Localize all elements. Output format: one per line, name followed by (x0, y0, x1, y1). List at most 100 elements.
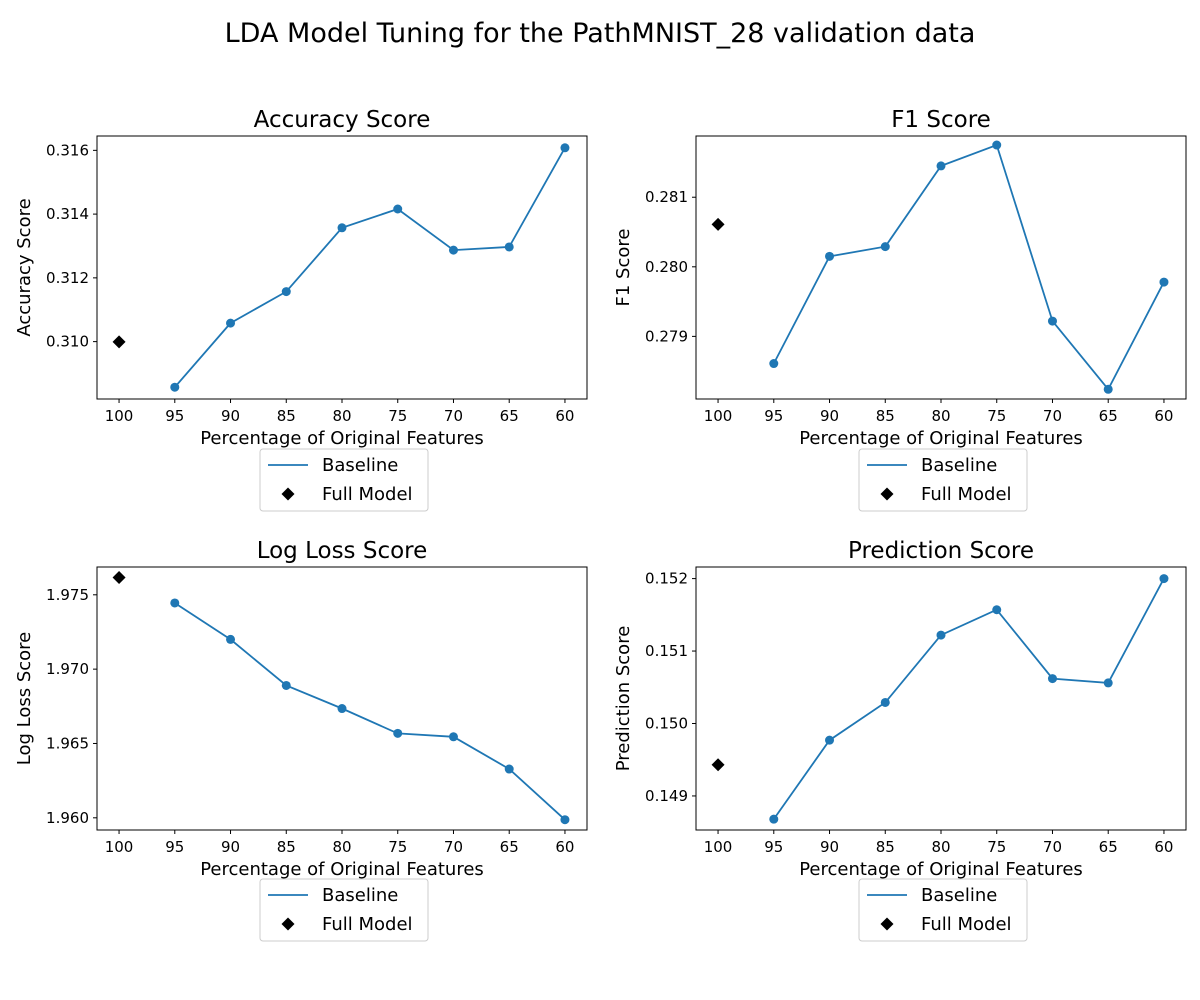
accuracy-legend: Baseline Full Model (259, 448, 429, 512)
f1-baseline-point (1159, 277, 1169, 287)
y-tick-label: 1.970 (46, 660, 89, 678)
y-tick-label: 0.316 (46, 141, 89, 159)
x-tick-label: 80 (931, 838, 950, 856)
legend-baseline-label: Baseline (322, 885, 398, 906)
x-tick-label: 60 (1154, 838, 1173, 856)
log-loss-baseline-point (226, 634, 236, 644)
f1-x-axis-label: Percentage of Original Features (799, 428, 1083, 449)
prediction-y-axis-label: Prediction Score (613, 626, 634, 772)
legend-baseline-label: Baseline (921, 455, 997, 476)
x-tick-label: 60 (555, 838, 574, 856)
legend-full-model-swatch (880, 487, 894, 501)
accuracy-baseline-line (174, 147, 566, 388)
prediction-baseline-point (880, 697, 890, 707)
log-loss-baseline-line (174, 602, 566, 821)
f1-legend: Baseline Full Model (858, 448, 1028, 512)
x-tick-label: 65 (500, 838, 519, 856)
prediction-baseline-point (769, 814, 779, 824)
accuracy-y-axis-label: Accuracy Score (14, 198, 35, 336)
log-loss-baseline-point (504, 764, 514, 774)
accuracy-x-axis-label: Percentage of Original Features (200, 428, 484, 449)
x-tick-label: 70 (444, 838, 463, 856)
f1-chart-title: F1 Score (891, 107, 991, 133)
f1-baseline-point (992, 140, 1002, 150)
y-tick-label: 0.280 (645, 258, 688, 276)
accuracy-plot-frame (96, 135, 588, 400)
log-loss-baseline-point (393, 728, 403, 738)
y-tick-label: 0.279 (645, 327, 688, 345)
log-loss-baseline-point (281, 680, 291, 690)
log-loss-plot-frame (96, 566, 588, 831)
accuracy-baseline-point (337, 223, 347, 233)
accuracy-baseline-point (560, 143, 570, 153)
prediction-baseline-point (1159, 574, 1169, 584)
y-tick-label: 1.965 (46, 734, 89, 752)
legend-full-model-label: Full Model (921, 914, 1012, 935)
x-tick-label: 85 (876, 407, 895, 425)
f1-baseline-point (769, 359, 779, 369)
x-tick-label: 70 (444, 407, 463, 425)
x-tick-label: 90 (221, 838, 240, 856)
x-tick-label: 95 (165, 838, 184, 856)
accuracy-baseline-point (281, 287, 291, 297)
x-tick-label: 65 (1099, 407, 1118, 425)
y-tick-label: 0.310 (46, 333, 89, 351)
legend-full-model-swatch (281, 487, 295, 501)
x-tick-label: 85 (277, 407, 296, 425)
y-tick-label: 0.149 (645, 787, 688, 805)
prediction-baseline-line (773, 578, 1165, 820)
legend-baseline-label: Baseline (322, 455, 398, 476)
legend-baseline-label: Baseline (921, 885, 997, 906)
f1-y-axis-label: F1 Score (613, 229, 634, 307)
prediction-baseline-point (992, 605, 1002, 615)
log-loss-chart-title: Log Loss Score (257, 538, 428, 564)
y-tick-label: 0.312 (46, 269, 89, 287)
log-loss-baseline-point (448, 732, 458, 742)
x-tick-label: 100 (704, 838, 733, 856)
f1-full-model-point (711, 217, 725, 231)
f1-baseline-point (1103, 384, 1113, 394)
prediction-chart: Prediction Score 100 95 90 85 80 75 70 65 60 0.149… (613, 538, 1187, 942)
x-tick-label: 90 (820, 838, 839, 856)
y-tick-label: 0.281 (645, 188, 688, 206)
x-tick-label: 70 (1043, 407, 1062, 425)
x-tick-label: 100 (105, 838, 134, 856)
log-loss-baseline-point (560, 815, 570, 825)
y-tick-label: 0.150 (645, 714, 688, 732)
legend-full-model-label: Full Model (921, 484, 1012, 505)
f1-baseline-point (880, 242, 890, 252)
x-tick-label: 95 (764, 838, 783, 856)
y-tick-label: 1.975 (46, 586, 89, 604)
prediction-x-axis-label: Percentage of Original Features (799, 859, 1083, 880)
x-tick-label: 100 (105, 407, 134, 425)
log-loss-chart: Log Loss Score 100 95 90 85 80 75 70 65 60 1.960 1.… (14, 538, 588, 942)
log-loss-full-model-point (112, 571, 126, 585)
x-tick-label: 80 (332, 407, 351, 425)
accuracy-baseline-point (393, 204, 403, 214)
accuracy-baseline-point (170, 382, 180, 392)
log-loss-legend: Baseline Full Model (259, 878, 429, 942)
f1-baseline-point (825, 251, 835, 261)
legend-full-model-swatch (281, 917, 295, 931)
x-tick-label: 80 (931, 407, 950, 425)
x-tick-label: 80 (332, 838, 351, 856)
figure-title: LDA Model Tuning for the PathMNIST_28 va… (225, 18, 976, 49)
legend-full-model-label: Full Model (322, 914, 413, 935)
x-tick-label: 75 (388, 407, 407, 425)
y-tick-label: 0.314 (46, 205, 89, 223)
x-tick-label: 75 (987, 838, 1006, 856)
x-tick-label: 70 (1043, 838, 1062, 856)
x-tick-label: 90 (221, 407, 240, 425)
legend-full-model-label: Full Model (322, 484, 413, 505)
x-tick-label: 75 (388, 838, 407, 856)
accuracy-chart: Accuracy Score 100 95 90 85 80 75 70 65 60 0.310 0.… (14, 107, 588, 512)
prediction-full-model-point (711, 758, 725, 772)
accuracy-baseline-point (504, 242, 514, 252)
f1-baseline-point (936, 161, 946, 171)
x-tick-label: 85 (876, 838, 895, 856)
accuracy-baseline-point (226, 318, 236, 328)
f1-baseline-line (773, 143, 1165, 391)
f1-baseline-point (1047, 316, 1057, 326)
y-tick-label: 1.960 (46, 809, 89, 827)
